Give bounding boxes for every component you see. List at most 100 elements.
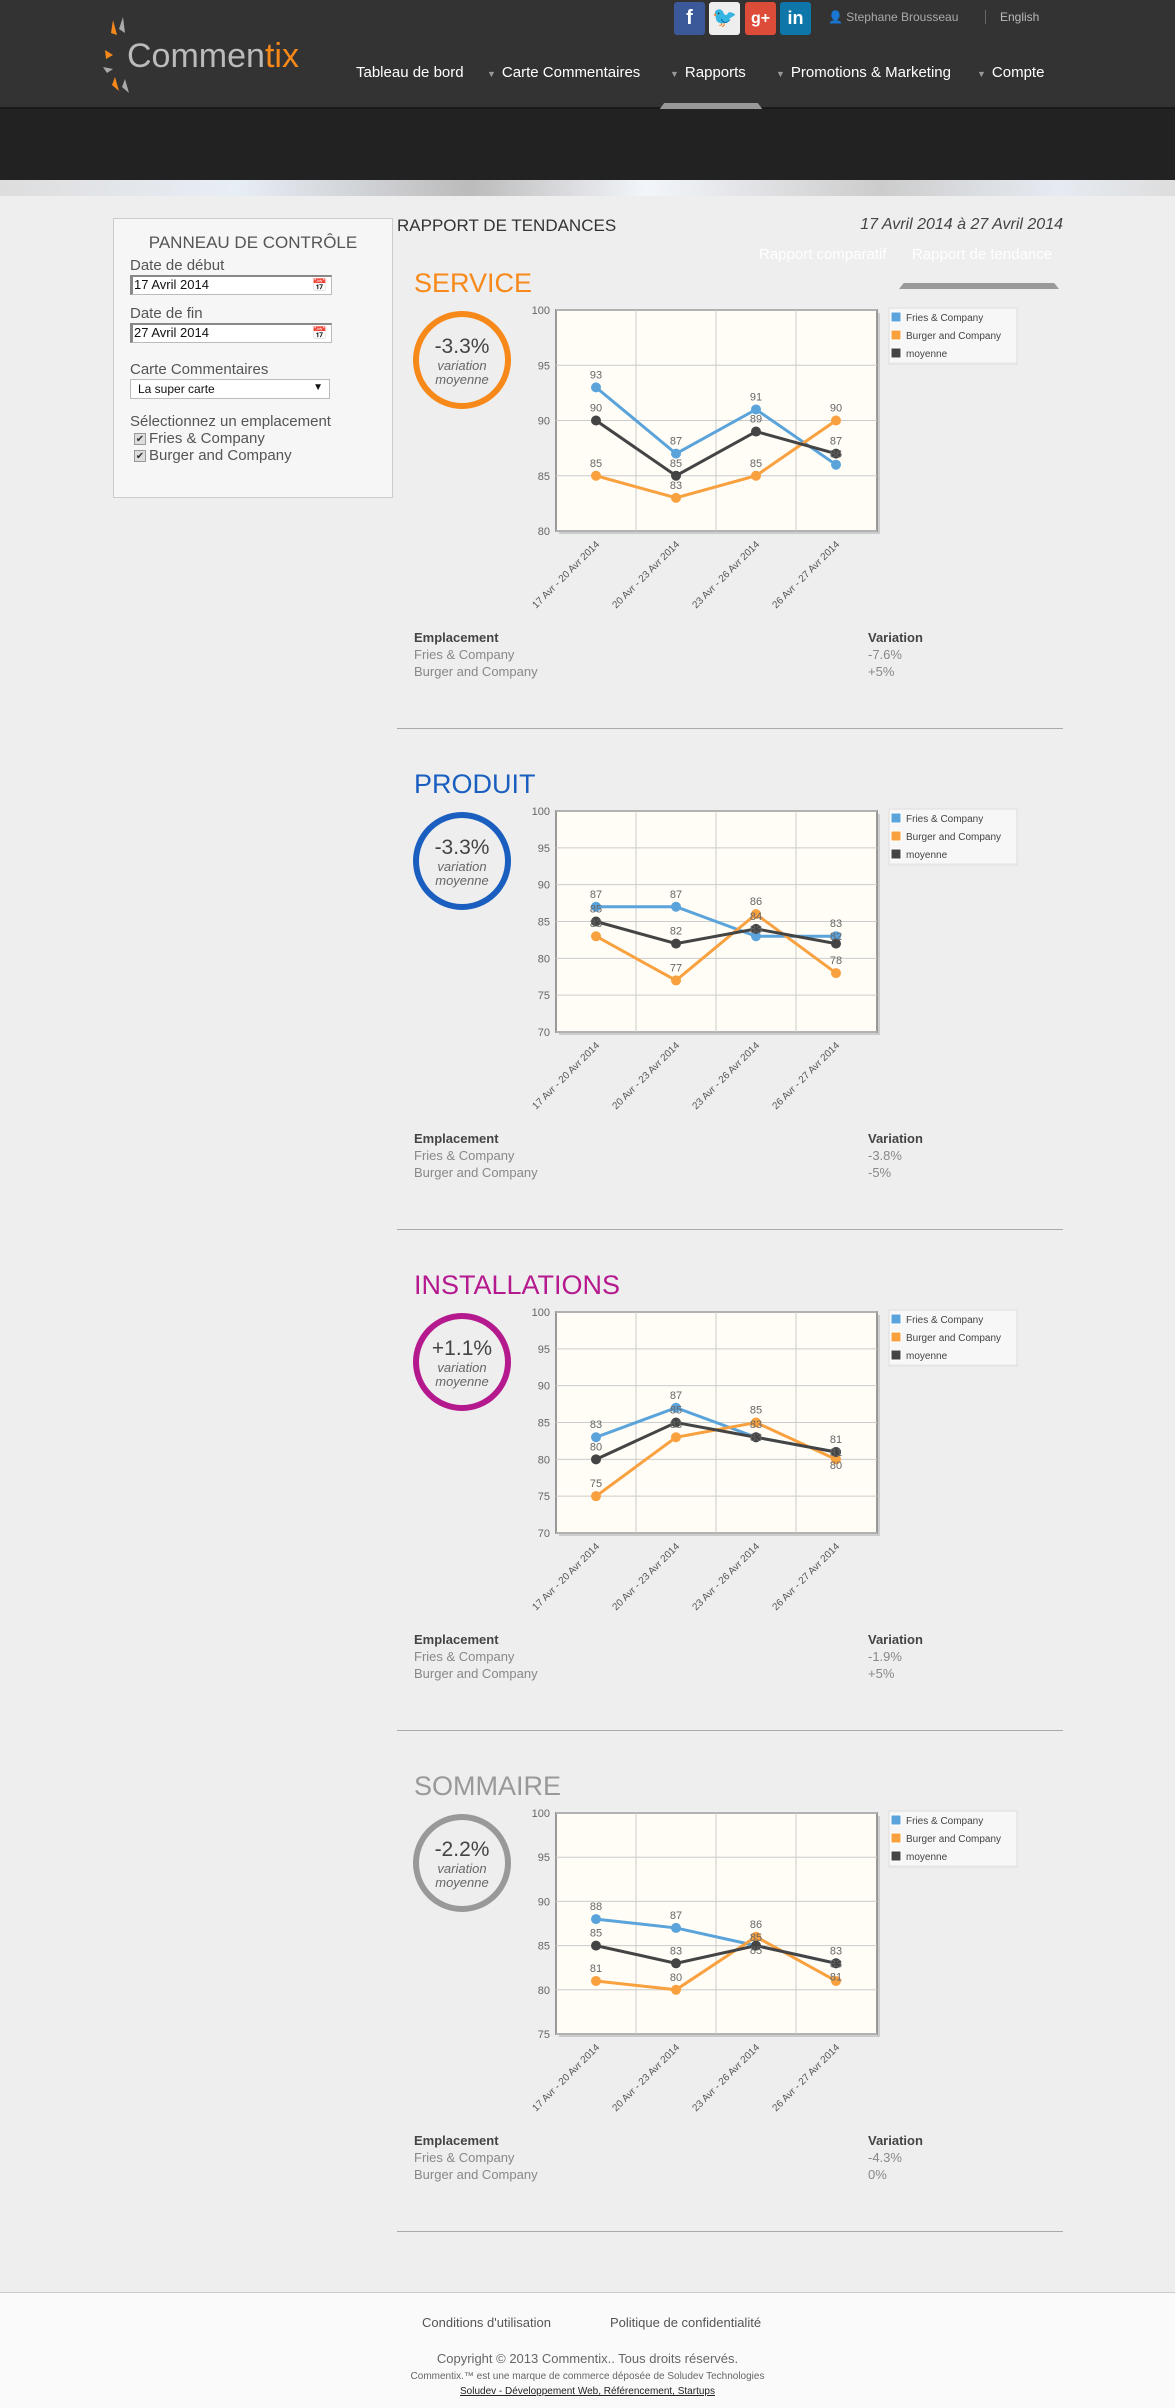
x-tick-label: 17 Avr - 20 Avr 2014 [531, 2042, 603, 2114]
data-label: 81 [830, 1971, 842, 1983]
data-point [591, 916, 601, 927]
average-variation-value: -3.3% [434, 335, 490, 358]
legend-swatch [890, 1832, 902, 1844]
data-label: 85 [750, 1405, 762, 1417]
circle-label: moyenne [435, 1875, 489, 1890]
data-point [591, 901, 601, 912]
language-link[interactable]: English [985, 10, 1039, 24]
series-line [595, 419, 837, 500]
data-label: 80 [830, 1460, 842, 1472]
circle-label: moyenne [435, 1374, 489, 1389]
average-variation-circle: -3.3% variation moyenne [413, 812, 511, 910]
linkedin-icon[interactable]: in [780, 2, 811, 35]
legend-bg [889, 1847, 1017, 1865]
user-menu[interactable]: 👤 Stephane Brousseau [828, 10, 958, 24]
table-row: Fries & Company -7.6% [414, 647, 902, 662]
data-label: 83 [750, 1432, 762, 1444]
average-variation-circle: -2.2% variation moyenne [413, 1814, 511, 1912]
subnav: Rapport comparatif Rapport de tendance [0, 109, 1175, 289]
data-label: 87 [670, 1390, 682, 1402]
data-point [751, 426, 761, 437]
twitter-icon[interactable]: 🐦 [709, 2, 740, 35]
y-tick-label: 95 [538, 360, 550, 372]
table-row: Fries & Company -4.3% [414, 2150, 902, 2165]
y-tick-label: 75 [538, 2029, 550, 2041]
data-label: 85 [750, 458, 762, 470]
nav-compte[interactable]: ▼ Compte [977, 64, 1045, 81]
location-checkbox-fries[interactable]: ✔ Fries & Company [134, 430, 265, 447]
start-date-input[interactable]: 17 Avril 2014 📅 [130, 275, 332, 295]
data-label: 83 [670, 1945, 682, 1957]
legend-swatch [890, 830, 902, 842]
legend-swatch [890, 812, 902, 824]
circle-label: variation [437, 859, 487, 874]
privacy-link[interactable]: Politique de confidentialité [610, 2315, 762, 2330]
nav-rapports[interactable]: ▼ Rapports [670, 64, 746, 81]
x-tick-label: 23 Avr - 26 Avr 2014 [691, 2042, 763, 2114]
calendar-icon[interactable]: 📅 [312, 278, 327, 292]
facebook-icon[interactable]: f [674, 2, 705, 35]
data-point [671, 470, 681, 481]
card-select[interactable]: La super carte ▼ [130, 379, 330, 399]
terms-link[interactable]: Conditions d'utilisation [422, 2315, 551, 2330]
subnav-rapport-de-tendance[interactable]: Rapport de tendance [912, 246, 1053, 263]
y-tick-label: 90 [538, 1381, 550, 1393]
data-label: 83 [590, 1419, 602, 1431]
x-tick-label: 23 Avr - 26 Avr 2014 [691, 539, 763, 611]
nav-promotions-marketing[interactable]: ▼ Promotions & Marketing [776, 64, 951, 81]
data-point [591, 470, 601, 481]
y-tick-label: 100 [532, 1307, 550, 1319]
data-label: 78 [830, 955, 842, 967]
trend-chart: 80 85 90 95 100 17 Avr - 20 Avr 2014 20 Avr - … [531, 305, 1018, 611]
table-row: Burger and Company +5% [414, 1666, 895, 1681]
series-line [595, 1935, 837, 1992]
start-date-label: Date de début [130, 257, 225, 274]
data-label: 85 [590, 904, 602, 916]
y-tick-label: 75 [538, 990, 550, 1002]
y-tick-label: 100 [532, 1808, 550, 1820]
data-point [671, 1432, 681, 1443]
location-checkbox-burger[interactable]: ✔ Burger and Company [134, 447, 292, 464]
y-tick-label: 80 [538, 953, 550, 965]
section-sommaire: SOMMAIRE -2.2% variation moyenne Emplace… [397, 1719, 1063, 2232]
legend-label: Fries & Company [906, 313, 983, 324]
panel-title: PANNEAU DE CONTRÔLE [148, 233, 358, 252]
data-label: 85 [670, 458, 682, 470]
circle-label: variation [437, 1360, 487, 1375]
data-point [671, 1984, 681, 1995]
calendar-icon[interactable]: 📅 [312, 326, 327, 340]
google-plus-icon[interactable]: g+ [745, 2, 776, 35]
checkbox-checked-icon[interactable]: ✔ [134, 432, 146, 445]
commentix-logo[interactable]: Commentix [103, 15, 303, 95]
legend-swatch [890, 311, 902, 323]
legend-label: moyenne [906, 850, 948, 861]
y-tick-label: 95 [538, 1852, 550, 1864]
data-point [751, 931, 761, 942]
nav-carte-commentaires[interactable]: ▼ Carte Commentaires [487, 64, 641, 81]
data-point [591, 1914, 601, 1925]
data-point [751, 1931, 761, 1942]
end-date-input[interactable]: 27 Avril 2014 📅 [130, 323, 332, 343]
checkbox-checked-icon[interactable]: ✔ [134, 449, 146, 462]
nav-tableau-de-bord[interactable]: Tableau de bord [356, 64, 464, 81]
data-point [831, 968, 841, 979]
data-point [591, 382, 601, 393]
soludev-link[interactable]: Soludev - Développement Web, Référenceme… [460, 2386, 715, 2397]
trend-chart: 70 75 80 85 90 95 100 17 Avr - 20 Avr 2014 20 Av… [531, 806, 1018, 1112]
subnav-rapport-comparatif[interactable]: Rapport comparatif [759, 246, 887, 263]
data-point [831, 1958, 841, 1969]
legend-swatch [890, 1850, 902, 1862]
variation-table: Emplacement Variation Fries & Company -1.9… [414, 1632, 934, 1683]
x-tick-label: 26 Avr - 27 Avr 2014 [771, 539, 843, 611]
section-title: SOMMAIRE [414, 1771, 562, 1801]
section-divider [397, 728, 1063, 729]
data-point [671, 1402, 681, 1413]
variation-table: Emplacement Variation Fries & Company -3.8… [414, 1131, 934, 1182]
user-icon: 👤 [828, 10, 843, 24]
report-title: RAPPORT DE TENDANCES [397, 216, 617, 235]
y-tick-label: 90 [538, 880, 550, 892]
data-point [831, 1446, 841, 1457]
x-tick-label: 17 Avr - 20 Avr 2014 [531, 539, 603, 611]
legend-swatch [890, 1331, 902, 1343]
x-tick-label: 17 Avr - 20 Avr 2014 [531, 1541, 603, 1613]
